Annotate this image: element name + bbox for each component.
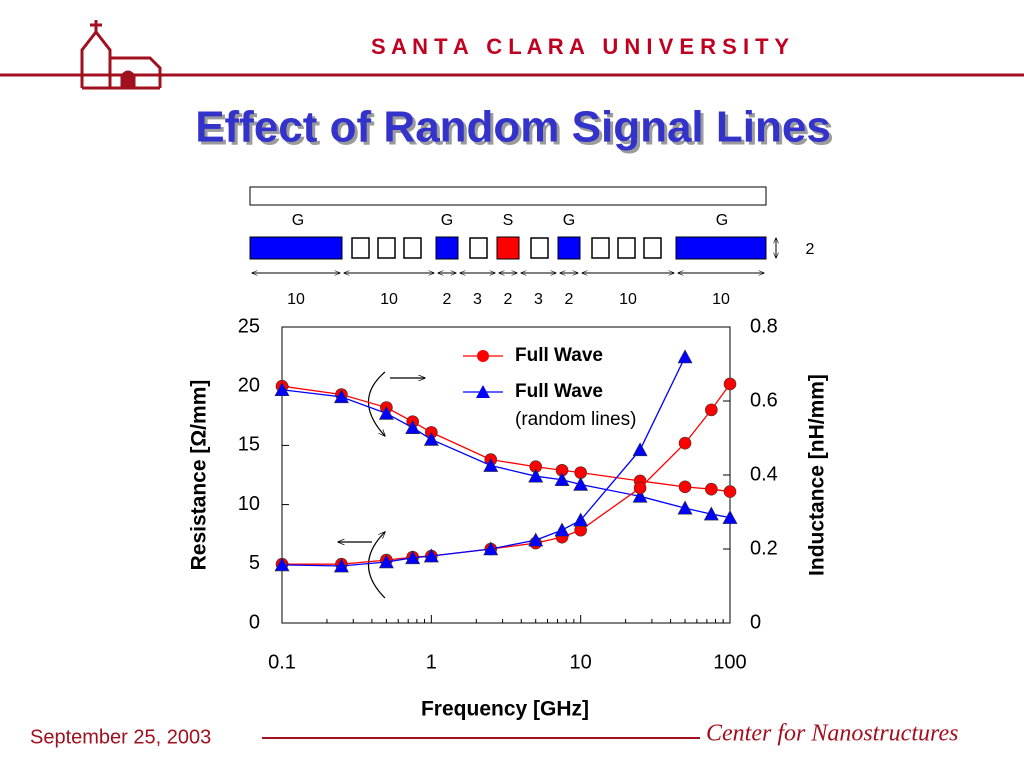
conductor-label: G	[716, 212, 728, 229]
ground-line	[249, 236, 343, 260]
series-line	[282, 383, 731, 565]
point	[703, 506, 719, 521]
point	[574, 466, 587, 479]
plot: 0 5 10 15 20 25 0 0.2 0.4 0.6 0.8 0.1 1 10 100 Full Wav…	[238, 315, 778, 673]
point	[677, 349, 693, 364]
y-tick-label: 10	[238, 493, 260, 515]
point	[677, 500, 693, 515]
conductor-label: G	[292, 212, 304, 229]
ground-line	[557, 236, 581, 260]
y-tick-label: 20	[238, 374, 260, 396]
x-tick-label: 100	[713, 651, 746, 673]
dimension-label: 2	[565, 291, 574, 308]
point	[573, 512, 589, 527]
y2-tick-label: 0	[750, 611, 761, 633]
point	[633, 481, 647, 495]
point	[573, 476, 589, 491]
point	[632, 488, 648, 503]
dimension-label: 10	[287, 291, 305, 308]
point	[722, 509, 738, 524]
conductor-label: G	[441, 212, 453, 229]
point	[378, 405, 394, 420]
legend-marker	[476, 385, 490, 398]
point	[274, 382, 290, 397]
footer-center: Center for Nanostructures	[706, 721, 958, 747]
x-tick-label: 0.1	[268, 651, 296, 673]
point	[423, 431, 439, 446]
point	[554, 522, 570, 537]
y-tick-label: 15	[238, 434, 260, 456]
dimension-label: 3	[473, 291, 482, 308]
conductor-label: S	[503, 212, 514, 229]
legend-label: Full Wave	[515, 345, 603, 366]
diagram-dimensions: G G S G G 10 10 2 3 2 3 2 10 10	[252, 212, 764, 308]
y2-axis-label: Inductance [nH/mm]	[806, 374, 829, 576]
dimension-label: 10	[380, 291, 398, 308]
y2-tick-label: 0.2	[750, 537, 778, 559]
ground-line	[675, 236, 767, 260]
point	[423, 548, 439, 563]
institution: S A N T A C L A R A U N I V E R S I T Y	[371, 34, 789, 59]
dimension-label: 10	[712, 291, 730, 308]
point	[405, 420, 421, 434]
plot-frame	[281, 326, 731, 624]
point	[528, 532, 544, 547]
x-axis-label: Frequency [GHz]	[421, 698, 589, 721]
legend-label: Full Wave	[515, 381, 603, 402]
point	[483, 541, 499, 556]
legend-marker	[477, 350, 489, 362]
y-tick-label: 5	[249, 552, 260, 574]
dimension-label: 3	[534, 291, 543, 308]
point	[483, 457, 499, 472]
series-line	[281, 389, 731, 519]
ground-line	[435, 236, 459, 260]
point	[632, 442, 648, 457]
point	[723, 377, 737, 391]
y-axis-label: Resistance [Ω/mm]	[188, 380, 211, 571]
point	[274, 557, 290, 572]
point	[705, 482, 718, 496]
point	[405, 550, 421, 565]
y2-tick-label: 0.8	[750, 315, 778, 337]
x-tick-label: 10	[570, 651, 592, 673]
dimension-label: 2	[443, 291, 452, 308]
point	[333, 389, 349, 404]
point	[333, 558, 349, 573]
dimension-label: 10	[619, 291, 637, 308]
point	[678, 436, 692, 450]
point	[554, 472, 570, 487]
y-tick-label: 25	[238, 315, 260, 337]
substrate	[249, 186, 767, 206]
thickness-label: 2	[806, 241, 815, 258]
point	[705, 403, 718, 417]
logo	[80, 20, 162, 90]
footer-date: September 25, 2003	[30, 726, 211, 748]
point	[678, 480, 692, 494]
y-tick-label: 0	[249, 611, 260, 633]
legend-sublabel: (random lines)	[515, 409, 636, 430]
point	[528, 468, 544, 483]
dimension-label: 2	[504, 291, 513, 308]
point	[378, 554, 394, 569]
title: Effect of Random Signal Lines	[195, 103, 831, 152]
x-tick-label: 1	[426, 651, 437, 673]
random-lines	[351, 237, 662, 259]
signal-line	[496, 236, 520, 260]
y2-tick-label: 0.6	[750, 389, 778, 411]
title-shadow: Effect of Random Signal Lines	[198, 106, 834, 155]
y2-tick-label: 0.4	[750, 463, 778, 485]
conductor-label: G	[563, 212, 575, 229]
point	[723, 485, 737, 498]
